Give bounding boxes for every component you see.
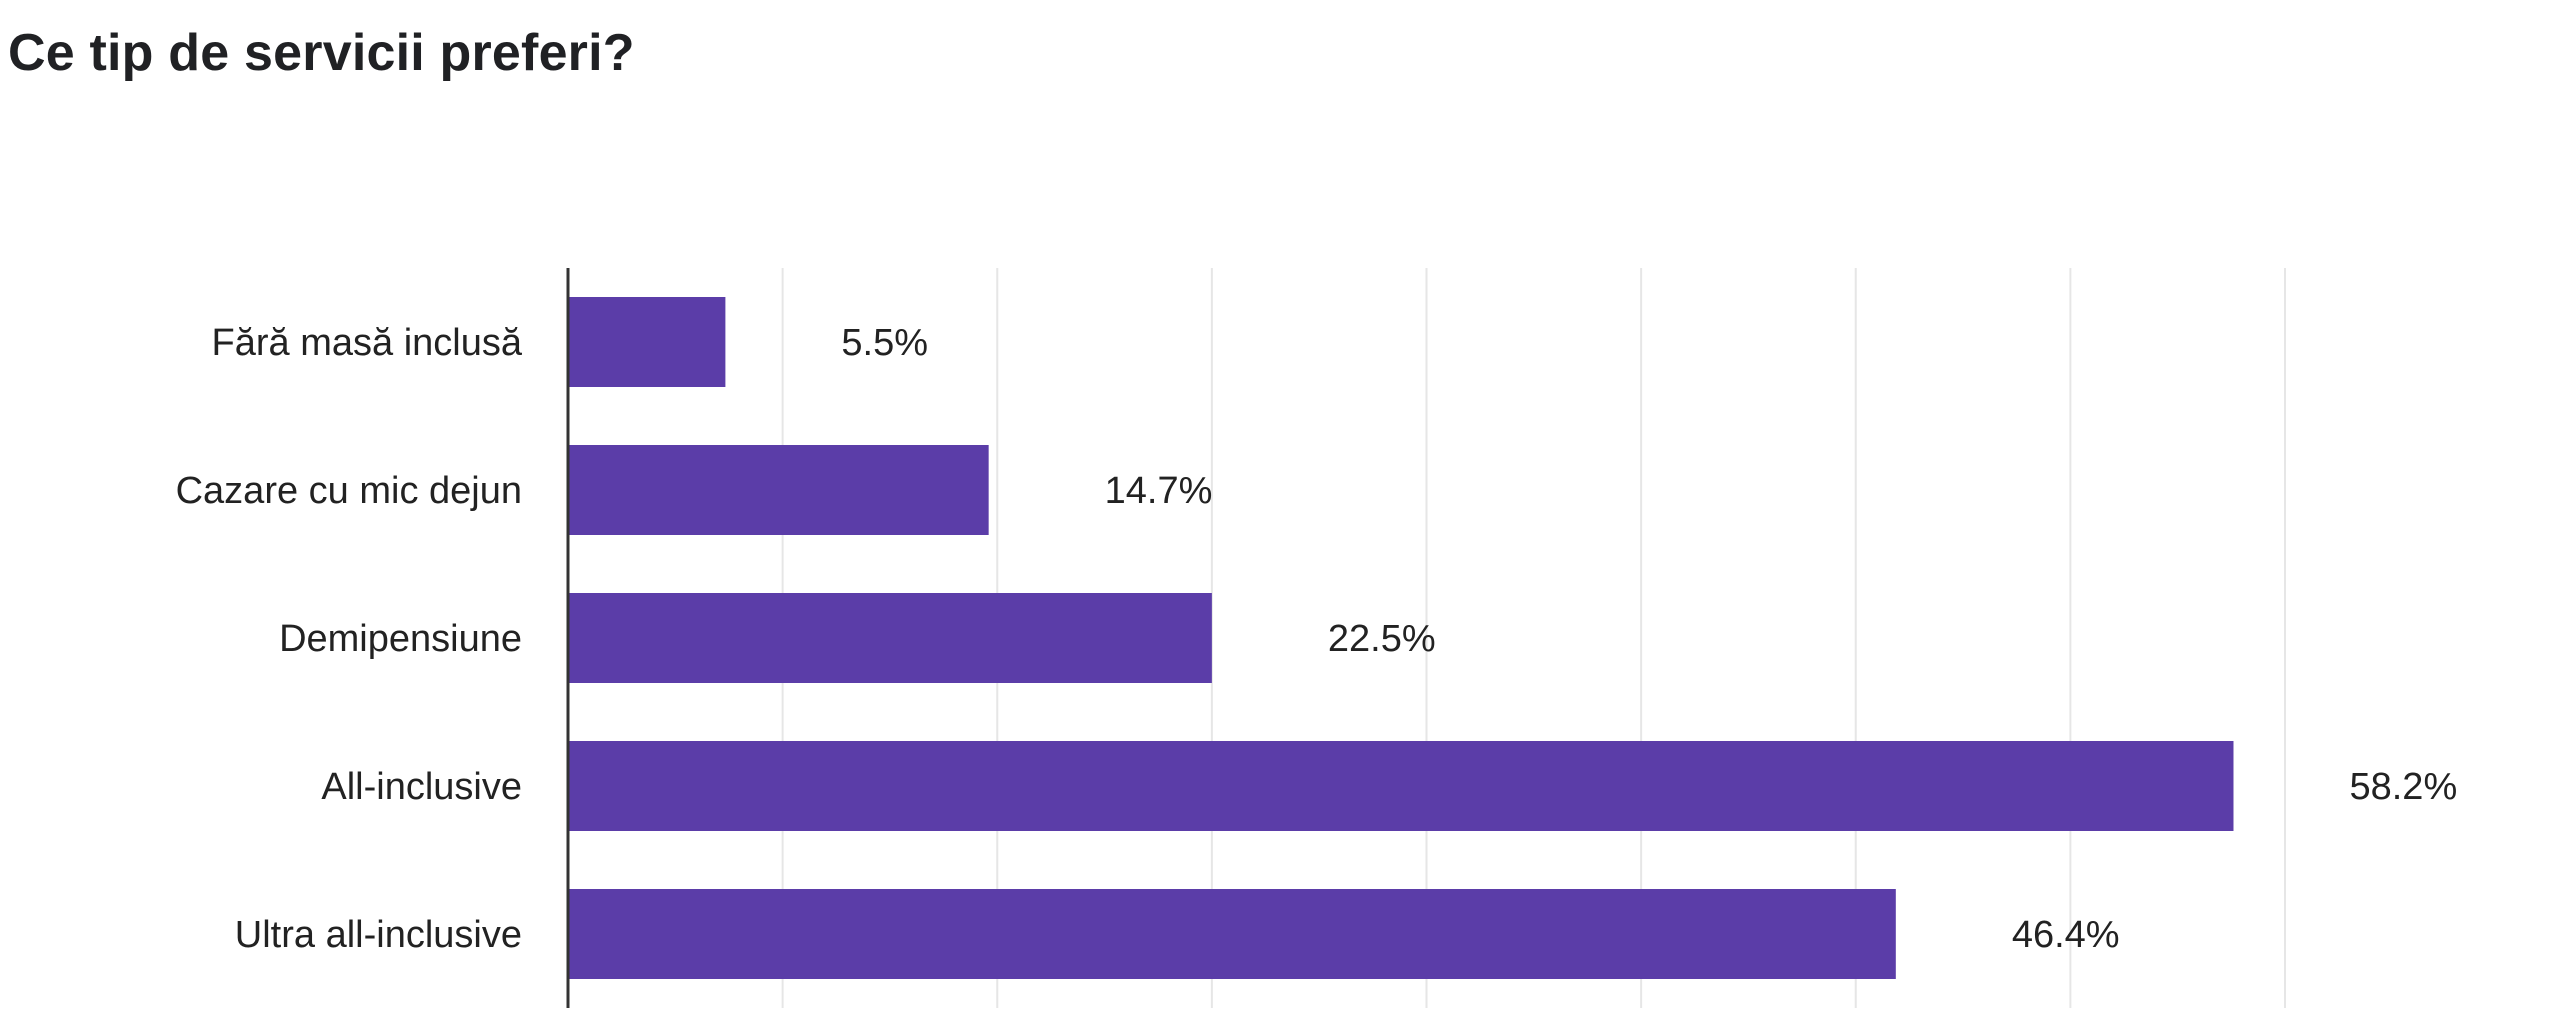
category-label: Demipensiune <box>279 618 522 660</box>
bar-layer <box>568 297 2234 979</box>
value-label: 58.2% <box>2349 766 2457 808</box>
bar <box>568 741 2234 831</box>
bar <box>568 297 726 387</box>
category-label-layer: Fără masă inclusă Cazare cu mic dejun Demi… <box>176 322 523 956</box>
value-label: 46.4% <box>2012 914 2120 956</box>
bar <box>568 445 989 535</box>
category-label: Ultra all-inclusive <box>235 914 522 956</box>
value-label: 5.5% <box>841 322 928 364</box>
category-label: Fără masă inclusă <box>212 322 523 364</box>
value-label-layer: 5.5% 14.7% 22.5% 58.2% 46.4% <box>841 322 2457 956</box>
value-label: 22.5% <box>1328 618 1436 660</box>
bar <box>568 889 1896 979</box>
category-label: All-inclusive <box>321 766 522 808</box>
page-title: Ce tip de servicii preferi? <box>8 24 635 82</box>
category-label: Cazare cu mic dejun <box>176 470 522 512</box>
bar <box>568 593 1212 683</box>
value-label: 14.7% <box>1105 470 1213 512</box>
